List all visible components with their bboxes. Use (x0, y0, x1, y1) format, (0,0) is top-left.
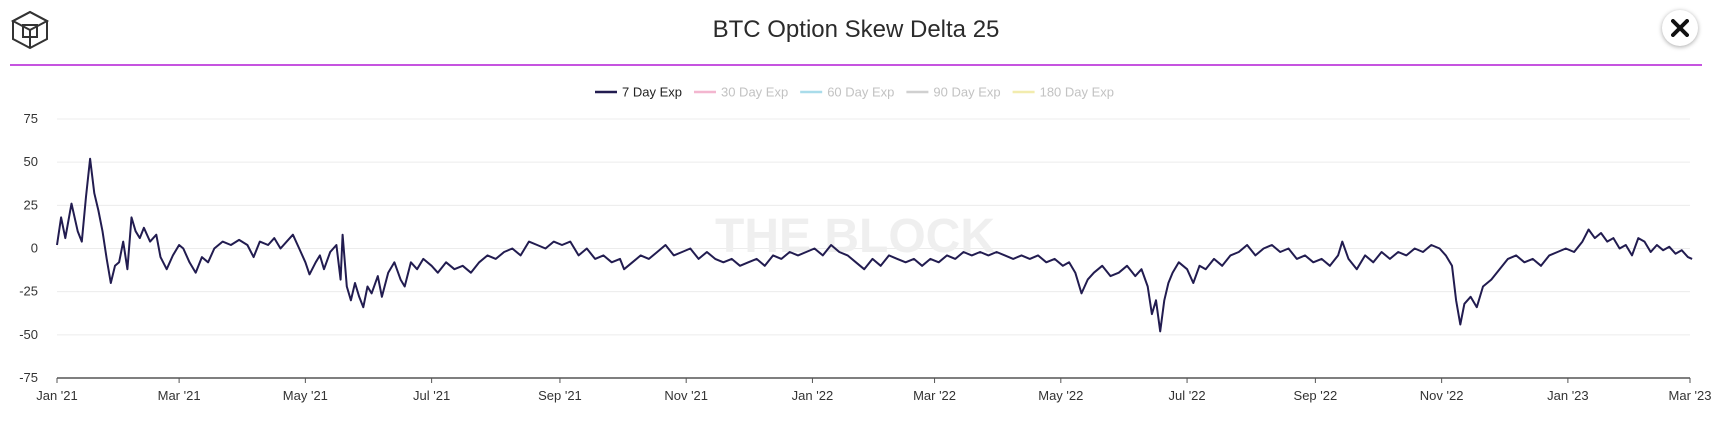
y-tick-label: -50 (19, 327, 38, 342)
x-tick-label: Jul '21 (413, 388, 450, 403)
legend-item-1[interactable]: 30 Day Exp (693, 85, 788, 100)
legend-item-0[interactable]: 7 Day Exp (595, 85, 682, 100)
cube-logo-icon (10, 10, 54, 54)
legend-label: 90 Day Exp (933, 85, 1000, 100)
x-tick-label: Nov '22 (1420, 388, 1464, 403)
header-divider (10, 64, 1702, 66)
legend-item-2[interactable]: 60 Day Exp (800, 85, 894, 100)
legend-item-4[interactable]: 180 Day Exp (1012, 85, 1114, 100)
y-tick-label: -25 (19, 284, 38, 299)
x-tick-label: Jan '21 (36, 388, 78, 403)
x-tick-label: Jan '23 (1547, 388, 1589, 403)
x-tick-label: Mar '21 (158, 388, 201, 403)
grid-layer (57, 118, 1690, 379)
axis-layer: 75 50 25 0 -25 -50 -75 Jan '21 Mar '21 May '21 Jul… (19, 111, 1711, 403)
chart-header: BTC Option Skew Delta 25 (0, 0, 1712, 64)
x-tick-label: Mar '23 (1669, 388, 1712, 403)
x-tick-label: Nov '21 (664, 388, 708, 403)
legend-label: 7 Day Exp (622, 85, 682, 100)
x-tick-label: Jan '22 (792, 388, 834, 403)
legend-item-3[interactable]: 90 Day Exp (906, 85, 1001, 100)
x-tick-label: Mar '22 (913, 388, 956, 403)
series-line-0 (56, 157, 1693, 333)
chart-title: BTC Option Skew Delta 25 (712, 16, 1000, 43)
legend-label: 30 Day Exp (721, 85, 788, 100)
close-button[interactable] (1662, 10, 1698, 46)
y-tick-label: 50 (24, 154, 38, 169)
y-tick-label: 0 (31, 241, 38, 256)
x-tick-label: Jul '22 (1168, 388, 1205, 403)
y-tick-label: 25 (24, 197, 38, 212)
y-tick-label: -75 (19, 370, 38, 385)
close-icon[interactable] (1671, 19, 1689, 37)
series-layer (56, 157, 1693, 333)
watermark: THE BLOCK (715, 210, 995, 263)
chart-legend: 7 Day Exp 30 Day Exp 60 Day Exp 90 Day Exp 1… (595, 85, 1114, 100)
x-tick-label: May '22 (1038, 388, 1083, 403)
y-tick-label: 75 (24, 111, 38, 126)
x-tick-label: Sep '22 (1294, 388, 1338, 403)
legend-label: 60 Day Exp (827, 85, 894, 100)
line-chart: THE BLOCK 7 Day Exp 30 Day Exp 60 Day Exp 9… (19, 85, 1711, 404)
legend-label: 180 Day Exp (1040, 85, 1114, 100)
x-tick-label: Sep '21 (538, 388, 582, 403)
x-tick-label: May '21 (283, 388, 328, 403)
